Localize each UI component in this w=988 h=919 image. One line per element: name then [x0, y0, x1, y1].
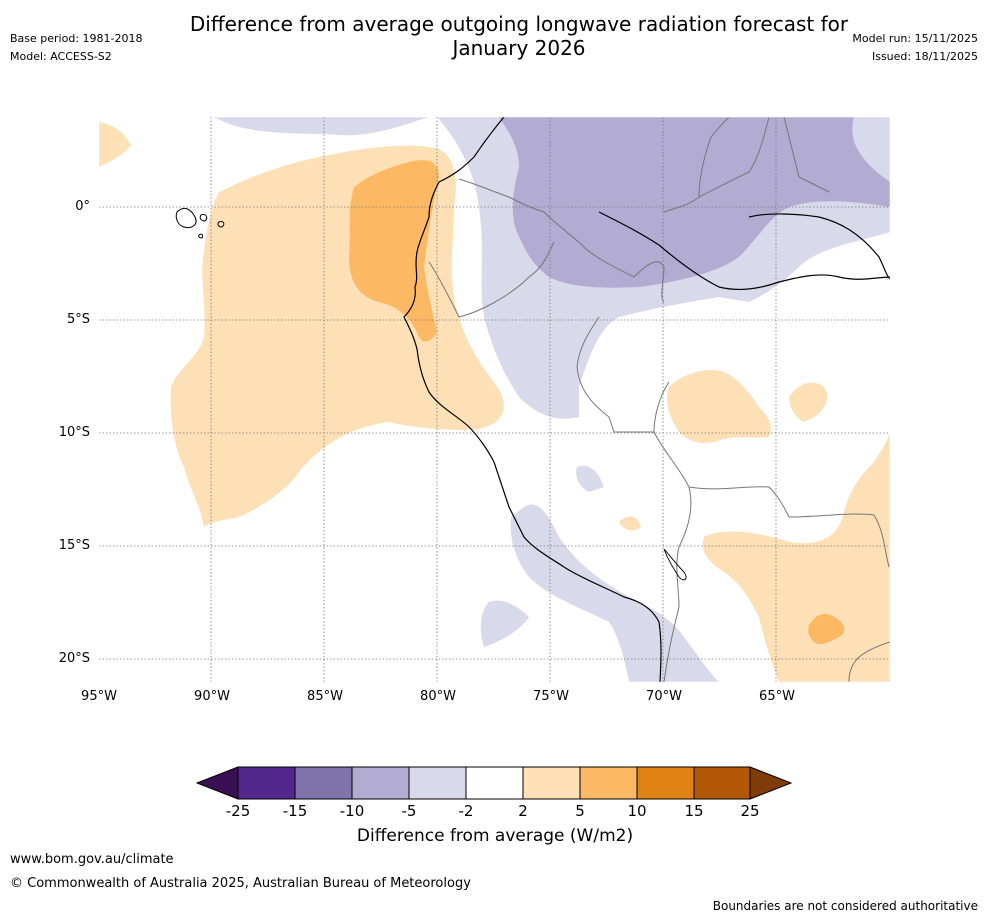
lon-tick-90w: 90°W — [194, 689, 230, 704]
lon-tick-70w: 70°W — [646, 689, 682, 704]
colorbar-bin-9 — [694, 767, 750, 799]
colorbar-bin-1 — [238, 767, 295, 799]
colorbar-tick-5: 5 — [575, 802, 585, 820]
colorbar-dividers — [237, 766, 751, 800]
anomaly-region-light-purple-bolivia — [576, 465, 604, 492]
graticule — [99, 117, 890, 682]
colorbar-extend-low — [195, 766, 239, 800]
chart-title: Difference from average outgoing longwav… — [0, 12, 988, 60]
colorbar — [195, 766, 793, 800]
colorbar-bin-2 — [295, 767, 352, 799]
colorbar-tick-2: 2 — [518, 802, 528, 820]
anomaly-region-light-orange-brazil-central — [667, 370, 771, 443]
lon-tick-85w: 85°W — [307, 689, 343, 704]
country-borders — [428, 117, 890, 682]
lat-tick-20s: 20°S — [58, 651, 90, 666]
galapagos-islands — [175, 207, 225, 239]
colorbar-tick-neg2: -2 — [458, 802, 474, 820]
model-run: Model run: 15/11/2025 — [852, 32, 978, 45]
colorbar-extend-high — [749, 766, 793, 800]
colorbar-bin-3 — [352, 767, 409, 799]
lat-tick-10s: 10°S — [58, 425, 90, 440]
colorbar-tick-15: 15 — [684, 802, 704, 820]
lake-titicaca — [663, 548, 687, 581]
colorbar-tick-10: 10 — [627, 802, 647, 820]
lat-tick-0: 0° — [75, 199, 90, 214]
footer-site-link[interactable]: www.bom.gov.au/climate — [10, 852, 174, 867]
anomaly-region-purple-amazon — [499, 117, 890, 288]
title-line-2: January 2026 — [452, 36, 586, 60]
colorbar-tick-neg15: -15 — [282, 802, 308, 820]
anomaly-region-light-orange-east — [789, 382, 828, 422]
coastlines — [403, 117, 890, 682]
colorbar-tick-neg10: -10 — [339, 802, 365, 820]
lat-tick-15s: 15°S — [58, 538, 90, 553]
footer-disclaimer: Boundaries are not considered authoritat… — [712, 899, 978, 913]
colorbar-bin-4 — [409, 767, 466, 799]
lon-tick-95w: 95°W — [81, 689, 117, 704]
colorbar-bin-6 — [523, 767, 580, 799]
anomaly-region-light-orange-south — [702, 432, 890, 682]
meta-left: Base period: 1981-2018 Model: ACCESS-S2 — [10, 30, 142, 66]
issued-date: Issued: 18/11/2025 — [871, 50, 978, 63]
lat-tick-5s: 5°S — [66, 312, 90, 327]
base-period: Base period: 1981-2018 — [10, 32, 143, 45]
olr-anomaly-map — [99, 117, 890, 682]
colorbar-bin-5 — [466, 767, 523, 799]
anomaly-region-orange-south — [808, 613, 845, 645]
model-name: Model: ACCESS-S2 — [10, 50, 112, 63]
anomaly-region-light-orange-galapagos — [99, 122, 131, 167]
anomaly-region-light-orange-small — [619, 516, 641, 531]
lon-tick-80w: 80°W — [420, 689, 456, 704]
colorbar-label: Difference from average (W/m2) — [356, 826, 634, 846]
colorbar-bin-8 — [637, 767, 694, 799]
title-line-1: Difference from average outgoing longwav… — [189, 12, 849, 36]
lon-tick-65w: 65°W — [759, 689, 795, 704]
anomaly-region-light-purple-small — [480, 600, 529, 647]
meta-right: Model run: 15/11/2025 Issued: 18/11/2025 — [852, 30, 978, 66]
colorbar-tick-neg5: -5 — [401, 802, 417, 820]
anomaly-region-orange-pacific — [349, 160, 439, 342]
colorbar-tick-neg25: -25 — [225, 802, 251, 820]
footer-copyright: © Commonwealth of Australia 2025, Austra… — [10, 876, 471, 891]
lon-tick-75w: 75°W — [533, 689, 569, 704]
colorbar-bin-7 — [580, 767, 637, 799]
colorbar-tick-25: 25 — [740, 802, 760, 820]
anomaly-region-light-purple-north — [214, 117, 429, 136]
